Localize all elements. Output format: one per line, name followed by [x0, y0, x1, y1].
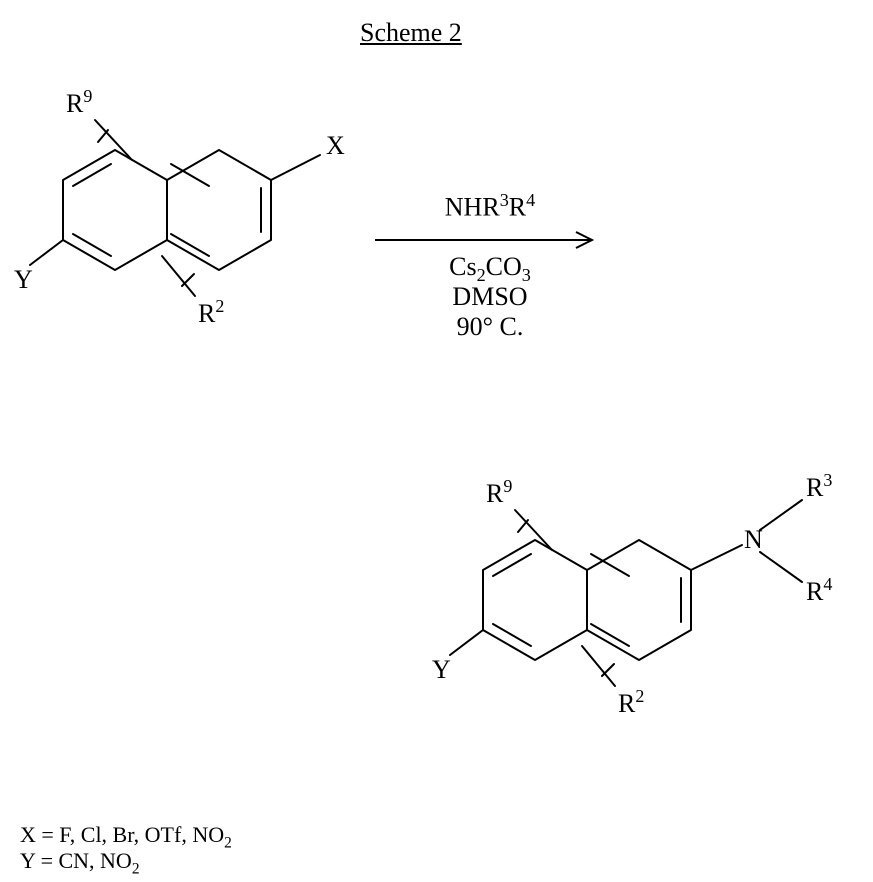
product-label-n: N — [744, 525, 763, 554]
scheme-canvas: Scheme 2 — [0, 0, 873, 882]
condition-temperature: 90° C. — [370, 312, 610, 342]
reactant-structure-clean: R9 X Y R2 — [20, 60, 360, 430]
reactant-label-x: X — [326, 131, 345, 160]
scheme-title: Scheme 2 — [360, 18, 462, 48]
product-structure: R9 N R3 R4 Y R2 — [430, 430, 860, 800]
condition-reagent: NHR3R4 — [370, 190, 610, 223]
reaction-arrow — [370, 225, 610, 255]
reactant-label-y: Y — [14, 265, 33, 294]
product-label-y: Y — [432, 655, 451, 684]
product-label-r2: R2 — [618, 686, 644, 718]
legend-y: Y = CN, NO2 — [20, 848, 140, 879]
condition-base: Cs2CO3 — [370, 252, 610, 286]
product-label-r4: R4 — [806, 574, 832, 606]
condition-solvent: DMSO — [370, 282, 610, 312]
product-label-r3: R3 — [806, 470, 832, 502]
product-label-r9: R9 — [486, 476, 512, 508]
